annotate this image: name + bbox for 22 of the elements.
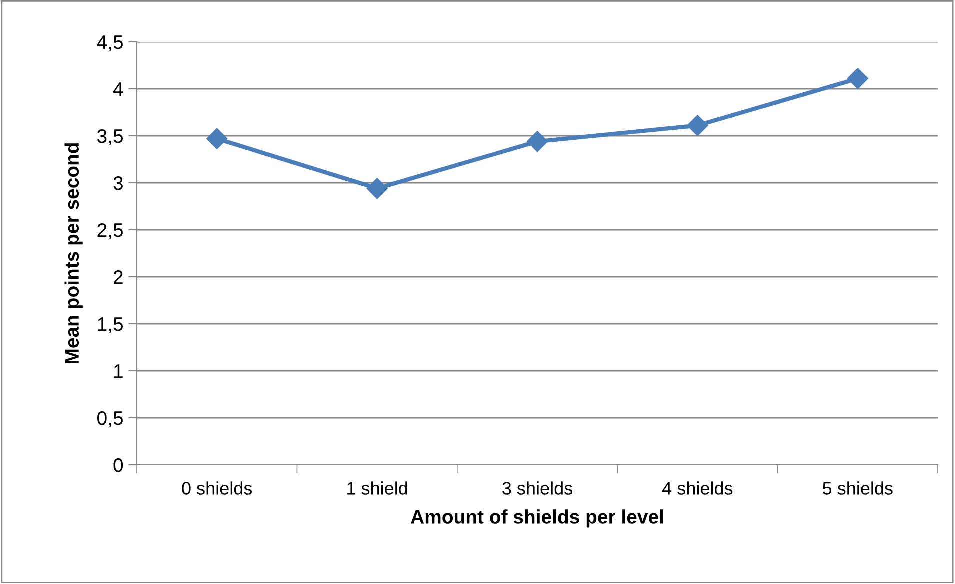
y-tick-label: 1,5 <box>98 318 123 334</box>
point <box>847 68 868 90</box>
y-tick-label: 0 <box>114 458 124 472</box>
x-axis-title: Amount of shields per level <box>411 510 664 528</box>
y-tick-label: 4 <box>113 82 124 96</box>
x-tick-label: 3 shields <box>502 482 572 495</box>
x-tick-label: 4 shields <box>662 482 733 495</box>
x-tick-label: 0 shields <box>182 482 252 495</box>
point <box>206 128 228 150</box>
y-tick-label: 4,5 <box>97 36 123 52</box>
y-tick-label: 3,5 <box>98 129 123 146</box>
x-tick-label: 1 shield <box>348 482 408 495</box>
y-tick-label: 1 <box>114 364 123 378</box>
point <box>366 178 388 200</box>
x-tick-label: 5 shields <box>822 482 893 495</box>
y-tick-label: 0,5 <box>98 411 123 428</box>
y-tick-label: 2,5 <box>98 223 123 240</box>
point <box>526 131 548 152</box>
y-axis-title: Mean points per second <box>64 143 83 364</box>
y-tick-label: 3 <box>114 176 123 190</box>
y-tick-label: 2 <box>114 270 123 284</box>
point <box>687 115 708 136</box>
